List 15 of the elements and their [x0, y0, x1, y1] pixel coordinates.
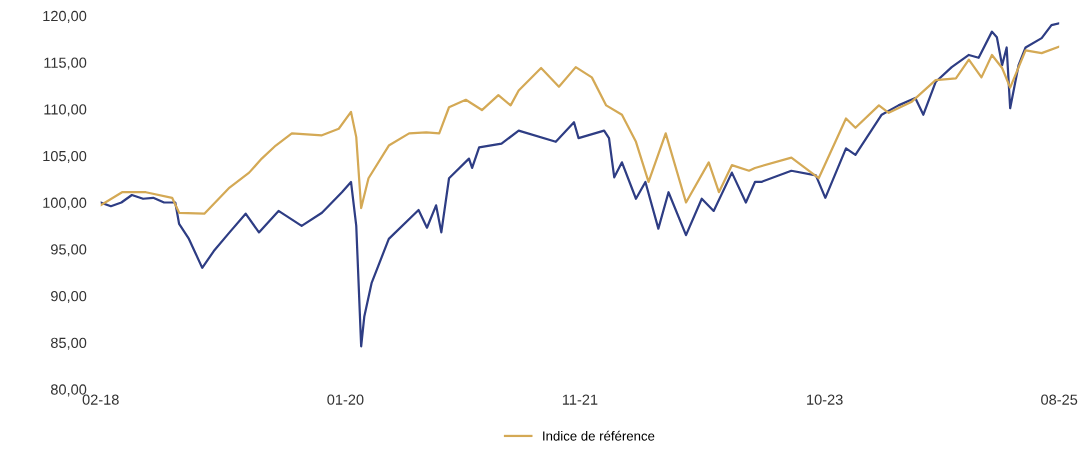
legend-label: Indice de référence — [543, 430, 655, 441]
y-tick-label: 110,00 — [44, 104, 87, 117]
y-tick-label: 120,00 — [43, 10, 87, 23]
y-tick-label: 85,00 — [50, 337, 87, 350]
line-series — [100, 22, 1060, 348]
x-tick-label: 11-21 — [562, 394, 598, 405]
x-tick-label: 01-20 — [327, 394, 364, 405]
y-tick-label: 100,00 — [43, 197, 87, 210]
y-tick-label: 115,00 — [44, 57, 87, 70]
y-tick-label: 105,00 — [43, 150, 87, 163]
x-tick-label: 10-23 — [807, 394, 843, 405]
x-tick-label: 08-25 — [1041, 394, 1078, 405]
y-tick-label: 95,00 — [51, 244, 87, 257]
y-tick-label: 90,00 — [51, 290, 87, 304]
line-series — [100, 45, 1060, 215]
